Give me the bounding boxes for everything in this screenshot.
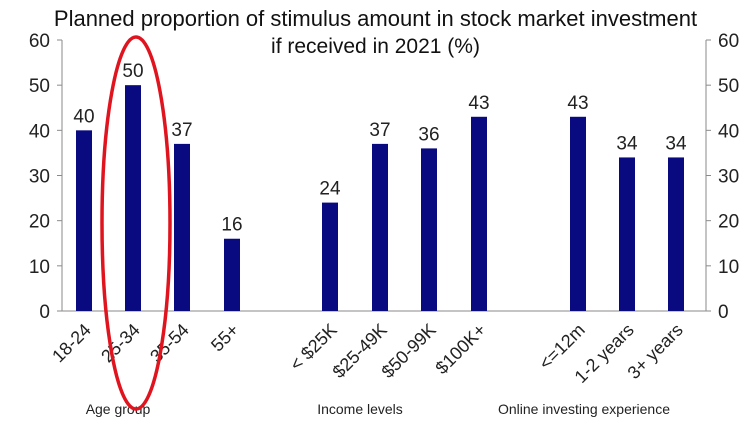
y-tick-label-left: 0	[39, 302, 50, 323]
bar-value-label: 36	[418, 124, 439, 145]
bar-25-49k	[372, 143, 388, 311]
y-tick-label-right: 0	[718, 302, 729, 323]
chart-subtitle: if received in 2021 (%)	[271, 35, 480, 58]
bar-12m	[570, 116, 586, 312]
y-tick-label-right: 30	[718, 167, 739, 188]
y-tick-label-left: 60	[29, 31, 50, 52]
bar-value-label: 40	[73, 106, 94, 127]
bar-value-label: 34	[665, 133, 687, 154]
x-tick-label: 35-54	[146, 320, 193, 367]
bar-value-label: 16	[221, 215, 242, 236]
chart-title: Planned proportion of stimulus amount in…	[53, 6, 698, 31]
y-tick-label-right: 40	[718, 121, 739, 142]
x-tick-label: $100K+	[431, 320, 489, 378]
group-label: Income levels	[317, 401, 403, 417]
y-tick-label-left: 30	[29, 167, 50, 188]
y-tick-label-right: 60	[718, 31, 739, 52]
bar-50-99k	[421, 148, 437, 311]
y-tick-label-left: 50	[29, 76, 50, 97]
y-tick-label-right: 20	[718, 212, 739, 233]
bar-value-label: 34	[616, 133, 638, 154]
highlight-ellipse	[100, 35, 172, 411]
x-tick-label: 18-24	[48, 320, 95, 367]
y-tick-label-right: 10	[718, 257, 739, 278]
bar-value-label: 50	[122, 61, 143, 82]
bar-value-label: 37	[369, 120, 390, 141]
y-tick-label-left: 20	[29, 212, 50, 233]
bar-value-label: 37	[171, 120, 192, 141]
bar-25k	[322, 202, 338, 311]
y-tick-label-left: 10	[29, 257, 50, 278]
bar-1-2-years	[619, 157, 635, 311]
bar-25-34	[125, 85, 141, 312]
bar-value-label: 43	[468, 93, 489, 114]
x-tick-label: 25-34	[97, 320, 144, 367]
bar-100k	[471, 116, 487, 312]
bar-35-54	[174, 143, 190, 311]
group-label: Online investing experience	[498, 401, 670, 417]
bar-value-label: 43	[567, 93, 588, 114]
bar-value-label: 24	[319, 179, 341, 200]
x-tick-label: 55+	[207, 320, 243, 356]
bar-3-years	[668, 157, 684, 311]
bar-55	[224, 238, 240, 311]
y-tick-label-right: 50	[718, 76, 739, 97]
bar-18-24	[76, 130, 92, 311]
y-tick-label-left: 40	[29, 121, 50, 142]
group-label: Age group	[86, 401, 151, 417]
x-tick-label: $50-99K	[378, 320, 440, 382]
